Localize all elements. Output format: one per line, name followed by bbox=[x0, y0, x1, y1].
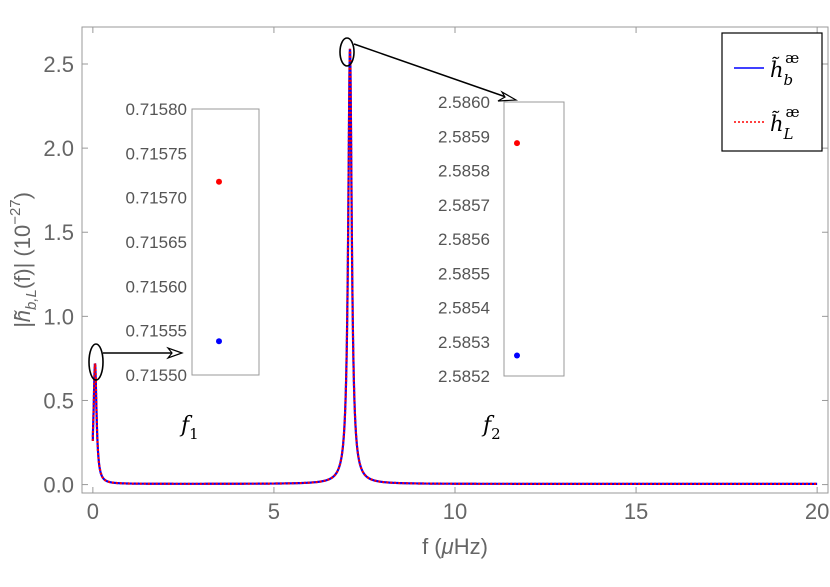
f1-zoom-arrowhead bbox=[166, 346, 184, 360]
inset-f2-frame bbox=[503, 101, 565, 377]
legend-label-hb: h̃bæ bbox=[770, 49, 799, 89]
inset-tick-label: 2.5858 bbox=[438, 162, 490, 181]
inset-tick-label: 0.71580 bbox=[126, 100, 187, 119]
y-axis-label: |h̃b,L(f)| (10−27) bbox=[7, 192, 40, 328]
inset-point bbox=[514, 140, 520, 147]
inset-tick-label: 2.5853 bbox=[438, 333, 490, 352]
y-tick-label: 0.5 bbox=[43, 388, 74, 413]
x-tick-label: 15 bbox=[624, 499, 648, 524]
inset-tick-label: 0.71575 bbox=[126, 144, 187, 163]
y-tick-label: 1.0 bbox=[43, 304, 74, 329]
inset-tick-label: 0.71565 bbox=[126, 233, 187, 252]
inset-point bbox=[216, 178, 222, 185]
legend-label-hl: h̃Læ bbox=[770, 103, 800, 143]
inset-tick-label: 2.5856 bbox=[438, 230, 490, 249]
inset-tick-label: 2.5852 bbox=[438, 367, 490, 386]
x-tick-label: 10 bbox=[443, 499, 467, 524]
y-tick-label: 1.5 bbox=[43, 220, 74, 245]
inset-tick-label: 2.5857 bbox=[438, 196, 490, 215]
f2-zoom-arrowhead bbox=[497, 90, 519, 102]
f2-zoom-arrow bbox=[353, 43, 507, 98]
x-tick-label: 0 bbox=[87, 499, 99, 524]
x-tick-label: 20 bbox=[805, 499, 829, 524]
y-tick-label: 0.0 bbox=[43, 473, 74, 498]
inset-tick-label: 0.71570 bbox=[126, 189, 187, 208]
main-axis-ticks: 0 5 10 15 20 0.0 0.5 1.0 1.5 2.0 2.5 bbox=[43, 27, 829, 524]
inset-tick-label: 0.71555 bbox=[126, 322, 187, 341]
inset-tick-label: 2.5859 bbox=[438, 127, 490, 146]
inset-tick-label: 2.5860 bbox=[438, 93, 490, 112]
inset-f1: 0.71580 0.71575 0.71570 0.71565 0.71560 0.715… bbox=[126, 100, 222, 385]
series-hl-line bbox=[91, 48, 818, 486]
inset-f1-frame bbox=[191, 108, 260, 376]
x-axis-label: f (μHz) bbox=[422, 534, 488, 559]
main-curves bbox=[91, 48, 818, 486]
inset-point bbox=[514, 352, 520, 359]
inset-tick-label: 0.71550 bbox=[126, 366, 187, 385]
f2-label: f2 bbox=[481, 413, 501, 443]
legend-box bbox=[721, 32, 823, 152]
inset-tick-label: 2.5855 bbox=[438, 264, 490, 283]
inset-f2: 2.5860 2.5859 2.5858 2.5857 2.5856 2.5855 2.58… bbox=[438, 93, 520, 386]
y-tick-label: 2.0 bbox=[43, 136, 74, 161]
f1-label: f1 bbox=[179, 413, 199, 443]
inset-point bbox=[216, 338, 222, 345]
f1-peak-marker bbox=[88, 343, 104, 381]
inset-tick-label: 0.71560 bbox=[126, 277, 187, 296]
y-tick-label: 2.5 bbox=[43, 52, 74, 77]
x-tick-label: 5 bbox=[268, 499, 280, 524]
f2-peak-marker bbox=[339, 37, 355, 67]
inset-tick-label: 2.5854 bbox=[438, 299, 490, 318]
legend: h̃bæ h̃Læ bbox=[721, 32, 823, 152]
